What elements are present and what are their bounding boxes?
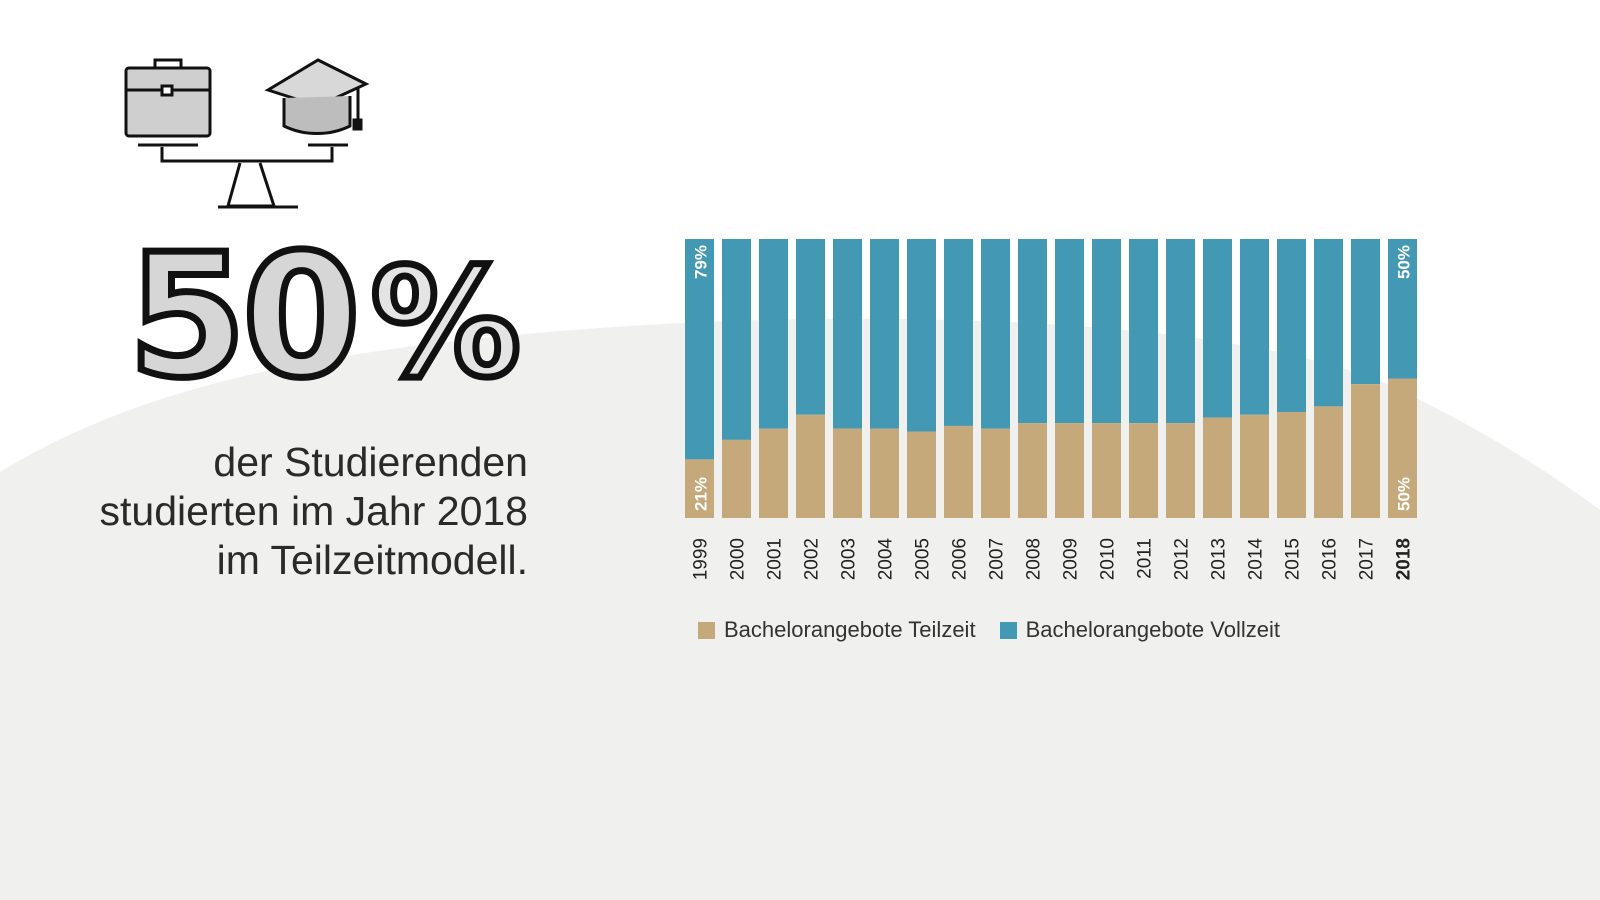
bar-teilzeit-1999 (685, 459, 714, 518)
bar-teilzeit-2014 (1240, 414, 1269, 518)
x-tick-label: 2015 (1283, 538, 1304, 580)
x-tick-label: 2000 (728, 538, 749, 580)
bar-teilzeit-2018 (1388, 378, 1417, 518)
x-tick-label: 2016 (1320, 538, 1341, 580)
bar-vollzeit-2009 (1055, 239, 1084, 424)
caption-line: im Teilzeitmodell. (216, 537, 528, 583)
bar-vollzeit-2004 (870, 239, 899, 429)
bar-teilzeit-2007 (981, 428, 1010, 518)
x-tick-label: 2007 (987, 538, 1008, 580)
bar-vollzeit-2002 (796, 239, 825, 415)
x-tick-label: 1999 (691, 538, 712, 580)
bar-teilzeit-2004 (870, 428, 899, 518)
legend-label-vollzeit: Bachelorangebote Vollzeit (1025, 617, 1280, 642)
chart-legend: Bachelorangebote Teilzeit Bachelorangebo… (698, 617, 1304, 643)
x-tick-label: 2014 (1246, 538, 1267, 581)
legend-item-vollzeit: Bachelorangebote Vollzeit (999, 617, 1280, 643)
legend-swatch-teilzeit (698, 621, 715, 639)
x-tick-label: 2008 (1024, 538, 1045, 580)
data-label: 21% (692, 477, 711, 511)
bar-teilzeit-2013 (1203, 417, 1232, 518)
bar-vollzeit-2007 (981, 239, 1010, 429)
bar-teilzeit-2006 (944, 425, 973, 518)
briefcase-icon (124, 58, 212, 138)
bar-teilzeit-2005 (907, 431, 936, 518)
bar-teilzeit-2009 (1055, 423, 1084, 518)
bar-vollzeit-2003 (833, 239, 862, 429)
bar-teilzeit-2003 (833, 428, 862, 518)
x-tick-label: 2001 (765, 538, 786, 580)
bar-vollzeit-2013 (1203, 239, 1232, 418)
caption-line: der Studierenden (213, 439, 528, 485)
bar-vollzeit-2014 (1240, 239, 1269, 415)
x-tick-label: 2006 (950, 538, 971, 580)
bar-teilzeit-2017 (1351, 384, 1380, 518)
headline-caption: der Studierenden studierten im Jahr 2018… (100, 438, 528, 585)
bar-vollzeit-1999 (685, 239, 714, 460)
bar-teilzeit-2011 (1129, 423, 1158, 518)
bar-teilzeit-2008 (1018, 423, 1047, 518)
balance-scale-icon (138, 143, 348, 209)
bar-vollzeit-2000 (722, 239, 751, 440)
x-tick-label: 2013 (1209, 538, 1230, 580)
bar-vollzeit-2016 (1314, 239, 1343, 407)
data-label: 50% (1395, 245, 1414, 279)
bar-teilzeit-2002 (796, 414, 825, 518)
caption-line: studierten im Jahr 2018 (99, 488, 528, 534)
legend-label-teilzeit: Bachelorangebote Teilzeit (724, 617, 976, 642)
x-tick-label: 2010 (1098, 538, 1119, 580)
illustration (124, 58, 370, 209)
bar-vollzeit-2018 (1388, 239, 1417, 379)
bar-vollzeit-2001 (759, 239, 788, 429)
bar-teilzeit-2001 (759, 428, 788, 518)
x-tick-label: 2017 (1357, 538, 1378, 580)
x-tick-label: 2004 (876, 538, 897, 581)
bar-vollzeit-2010 (1092, 239, 1121, 424)
graduation-cap-icon (264, 58, 370, 135)
bar-vollzeit-2005 (907, 239, 936, 432)
x-tick-label: 2005 (913, 538, 934, 580)
bar-teilzeit-2010 (1092, 423, 1121, 518)
bar-teilzeit-2015 (1277, 411, 1306, 518)
x-tick-label: 2009 (1061, 538, 1082, 580)
legend-swatch-vollzeit (999, 621, 1017, 639)
bar-teilzeit-2012 (1166, 423, 1195, 518)
bar-vollzeit-2017 (1351, 239, 1380, 385)
x-tick-label: 2003 (839, 538, 860, 580)
data-label: 50% (1395, 477, 1414, 511)
x-tick-label: 2002 (802, 538, 823, 580)
data-label: 79% (692, 245, 711, 279)
x-tick-label: 2011 (1135, 538, 1156, 579)
bar-vollzeit-2012 (1166, 239, 1195, 424)
bar-vollzeit-2008 (1018, 239, 1047, 424)
legend-item-teilzeit: Bachelorangebote Teilzeit (698, 617, 976, 643)
bar-teilzeit-2016 (1314, 406, 1343, 518)
headline-value: 50% (125, 218, 525, 416)
x-tick-label: 2018 (1394, 538, 1415, 580)
x-tick-label: 2012 (1172, 538, 1193, 580)
bar-vollzeit-2011 (1129, 239, 1158, 424)
bar-vollzeit-2006 (944, 239, 973, 426)
bar-vollzeit-2015 (1277, 239, 1306, 412)
bar-teilzeit-2000 (722, 439, 751, 518)
